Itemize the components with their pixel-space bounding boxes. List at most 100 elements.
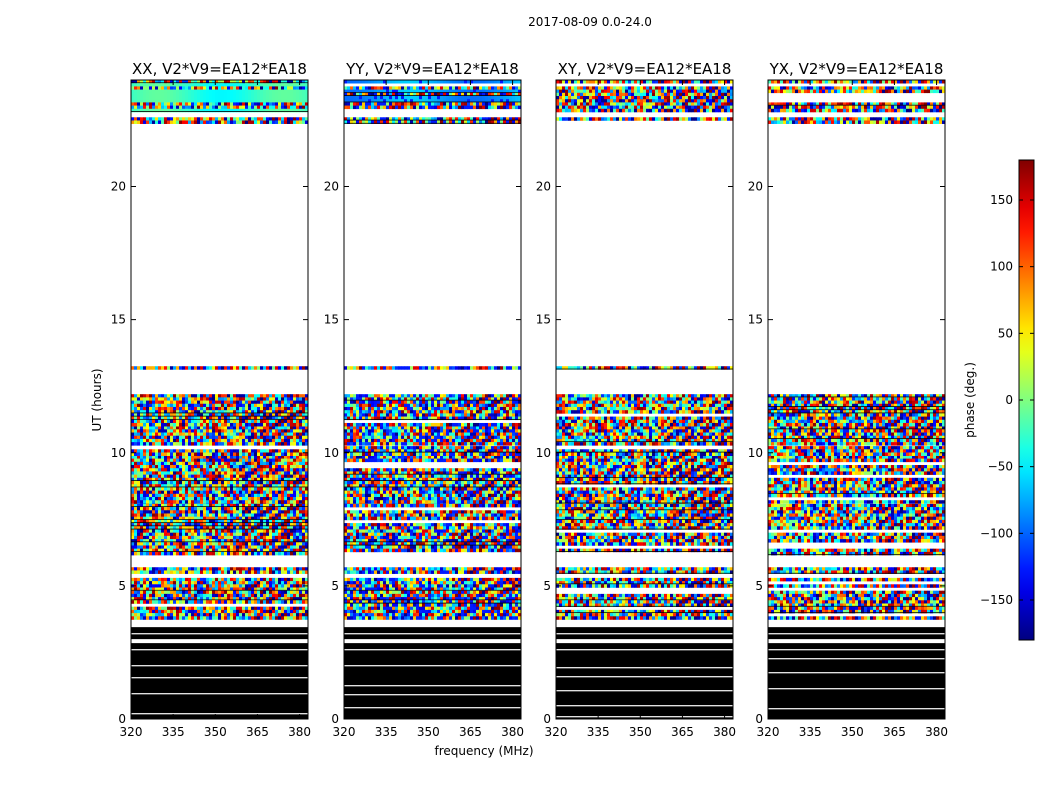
heatmap-cell	[236, 497, 240, 501]
heatmap-cell	[188, 577, 192, 582]
heatmap-cell	[179, 600, 183, 604]
heatmap-cell	[215, 597, 219, 601]
heatmap-cell	[260, 458, 264, 463]
heatmap-cell	[263, 477, 267, 482]
heatmap-cell	[440, 584, 444, 588]
heatmap-cell	[293, 468, 297, 472]
heatmap-cell	[284, 438, 288, 443]
heatmap-cell	[194, 507, 198, 511]
heatmap-cell	[260, 542, 264, 546]
heatmap-cell	[176, 539, 180, 543]
heatmap-cell	[170, 394, 174, 398]
heatmap-cell	[158, 600, 162, 604]
heatmap-cell	[191, 593, 195, 598]
heatmap-cell	[296, 503, 300, 508]
heatmap-cell	[257, 477, 261, 482]
heatmap-cell	[179, 80, 183, 84]
heatmap-cell	[206, 542, 210, 546]
heatmap-cell	[230, 567, 234, 571]
heatmap-cell	[269, 96, 273, 100]
heatmap-cell	[206, 410, 210, 414]
heatmap-cell	[176, 474, 180, 479]
heatmap-cell	[251, 397, 255, 401]
heatmap-cell	[371, 584, 375, 588]
heatmap-cell	[170, 581, 174, 585]
heatmap-cell	[350, 581, 354, 585]
heatmap-cell	[203, 600, 207, 604]
heatmap-cell	[485, 593, 489, 598]
heatmap-cell	[170, 108, 174, 113]
row-separator	[131, 522, 308, 524]
heatmap-cell	[155, 117, 159, 121]
heatmap-cell	[161, 80, 165, 84]
heatmap-cell	[248, 406, 252, 411]
heatmap-cell	[293, 438, 297, 443]
heatmap-cell	[137, 567, 141, 571]
heatmap-cell	[302, 542, 306, 546]
heatmap-cell	[194, 83, 198, 87]
heatmap-cell	[146, 477, 150, 482]
heatmap-cell	[296, 567, 300, 571]
heatmap-cell	[209, 400, 213, 405]
heatmap-cell	[299, 510, 303, 514]
heatmap-cell	[161, 490, 165, 495]
heatmap-cell	[179, 474, 183, 479]
heatmap-cell	[173, 406, 177, 411]
heatmap-cell	[173, 410, 177, 414]
heatmap-cell	[158, 458, 162, 463]
heatmap-cell	[191, 452, 195, 456]
heatmap-cell	[278, 477, 282, 482]
heatmap-cell	[488, 581, 492, 585]
heatmap-cell	[182, 410, 186, 414]
heatmap-cell	[194, 532, 198, 537]
heatmap-cell	[299, 406, 303, 411]
heatmap-cell	[293, 497, 297, 501]
heatmap-cell	[209, 535, 213, 540]
heatmap-cell	[173, 529, 177, 533]
heatmap-cell	[302, 503, 306, 508]
heatmap-cell	[221, 529, 225, 533]
heatmap-cell	[197, 429, 201, 433]
heatmap-cell	[239, 613, 243, 617]
heatmap-cell	[269, 570, 273, 574]
heatmap-cell	[143, 613, 147, 617]
heatmap-cell	[293, 570, 297, 574]
heatmap-cell	[200, 584, 204, 588]
heatmap-cell	[296, 539, 300, 543]
heatmap-cell	[278, 616, 282, 620]
heatmap-cell	[155, 500, 159, 504]
heatmap-cell	[164, 597, 168, 601]
heatmap-cell	[176, 584, 180, 588]
heatmap-cell	[299, 452, 303, 456]
heatmap-cell	[482, 593, 486, 598]
heatmap-cell	[197, 616, 201, 620]
heatmap-cell	[200, 548, 204, 553]
heatmap-cell	[209, 510, 213, 514]
heatmap-cell	[248, 366, 252, 370]
heatmap-cell	[149, 516, 153, 521]
heatmap-cell	[137, 465, 141, 469]
heatmap-cell	[158, 120, 162, 124]
heatmap-cell	[152, 99, 156, 103]
heatmap-cell	[455, 590, 459, 595]
heatmap-cell	[254, 403, 258, 408]
heatmap-cell	[275, 600, 279, 604]
heatmap-cell	[476, 590, 480, 595]
heatmap-cell	[257, 616, 261, 620]
heatmap-cell	[287, 406, 291, 411]
heatmap-cell	[278, 465, 282, 469]
heatmap-cell	[233, 435, 237, 440]
heatmap-cell	[161, 590, 165, 595]
heatmap-cell	[233, 487, 237, 491]
heatmap-cell	[284, 613, 288, 617]
heatmap-cell	[179, 535, 183, 540]
heatmap-cell	[434, 584, 438, 588]
heatmap-cell	[278, 406, 282, 411]
heatmap-cell	[200, 410, 204, 414]
heatmap-cell	[302, 493, 306, 498]
heatmap-cell	[149, 435, 153, 440]
heatmap-cell	[461, 587, 465, 591]
heatmap-cell	[140, 516, 144, 521]
heatmap-cell	[236, 449, 240, 453]
heatmap-cell	[284, 507, 288, 511]
